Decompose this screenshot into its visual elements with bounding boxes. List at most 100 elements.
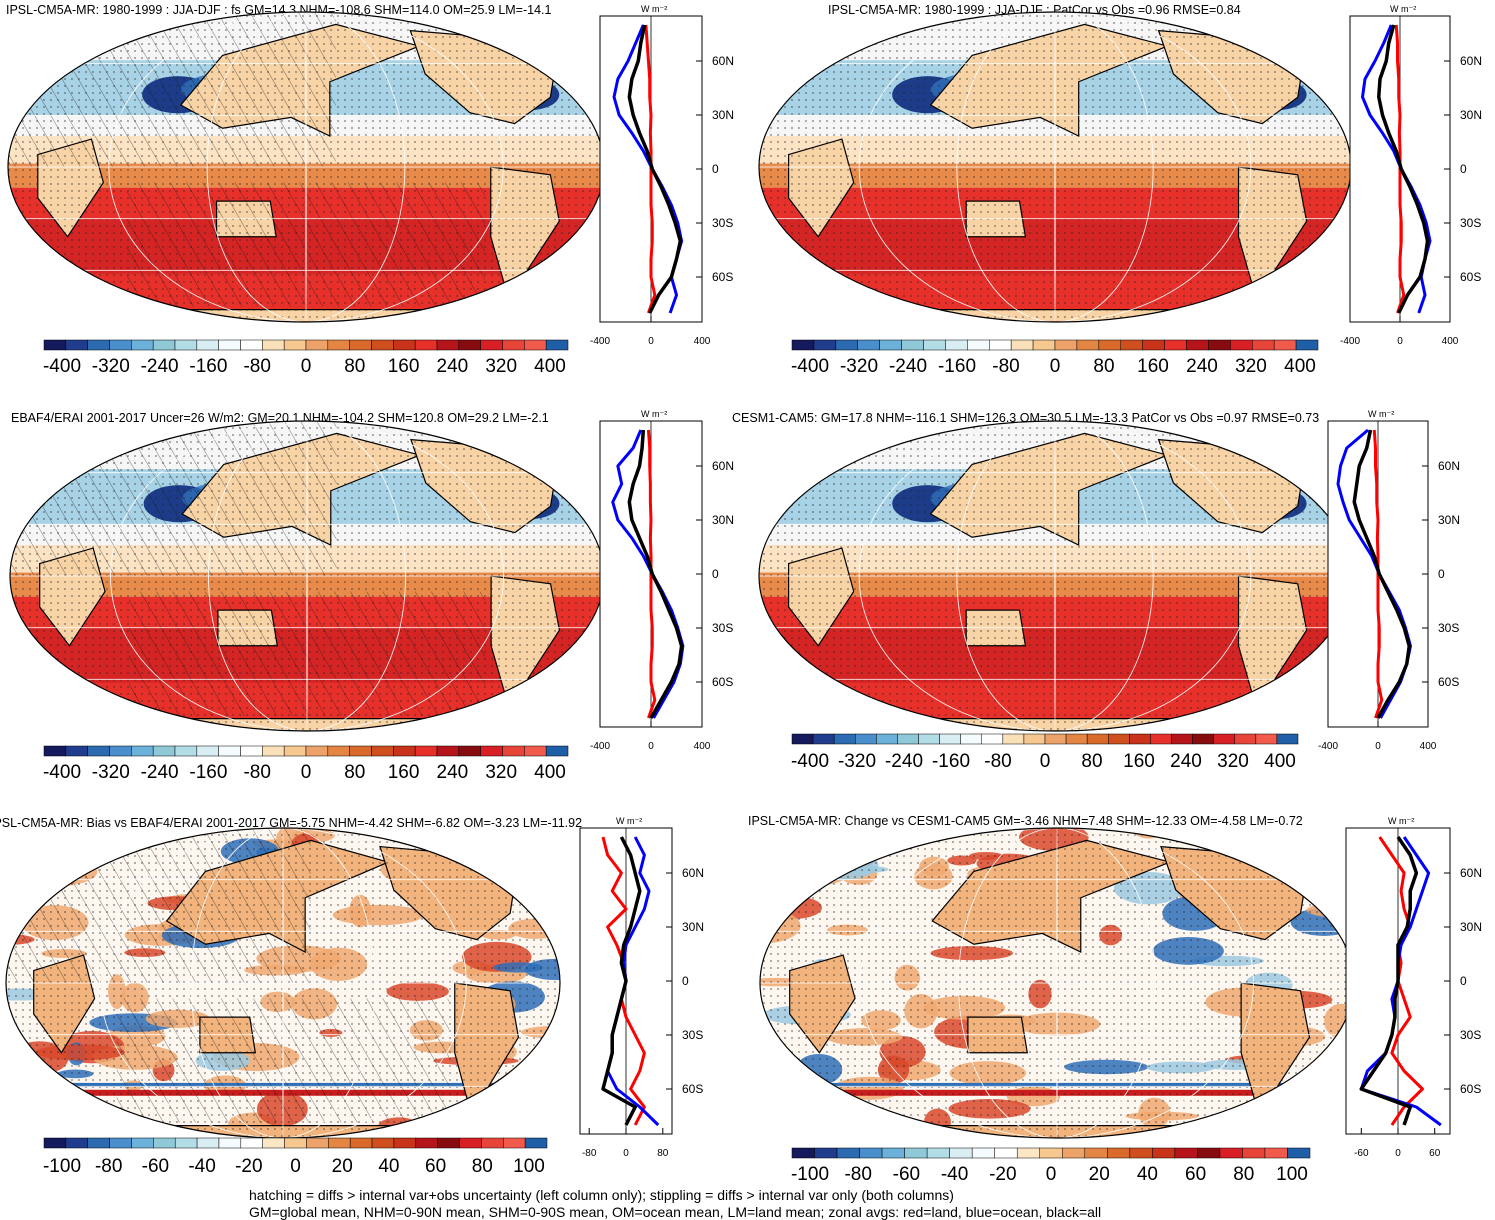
- colorbar-swatch: [109, 745, 132, 757]
- colorbar-swatch: [967, 339, 990, 351]
- lat-tick-label: 60S: [712, 675, 733, 689]
- colorbar-swatch: [502, 339, 525, 351]
- colorbar-swatch: [414, 745, 438, 757]
- colorbar-swatch: [262, 339, 285, 351]
- colorbar-swatch: [1171, 733, 1193, 745]
- colorbar-label: 400: [1284, 356, 1316, 377]
- graticule-lon: [99, 828, 467, 1138]
- colorbar-swatch: [901, 339, 924, 351]
- colorbar-swatch: [131, 339, 154, 351]
- map-field: [6, 828, 560, 1138]
- map-patch: [893, 828, 965, 837]
- colorbar-swatch: [174, 339, 198, 351]
- colorbar-label: -320: [838, 751, 876, 772]
- colorbar-swatch: [328, 1137, 351, 1149]
- colorbar-label: -80: [984, 751, 1011, 772]
- colorbar-swatch: [960, 733, 983, 745]
- colorbar-label: 400: [534, 356, 566, 377]
- colorbar-swatch: [1152, 1147, 1176, 1159]
- colorbar-label: -400: [43, 762, 81, 783]
- colorbar-swatch: [1032, 339, 1056, 351]
- colorbar-label: 240: [437, 356, 469, 377]
- colorbar-swatch: [1197, 1147, 1221, 1159]
- colorbar-swatch: [1044, 733, 1067, 745]
- colorbar-label: -80: [844, 1164, 871, 1185]
- colorbar-label: -100: [791, 1164, 829, 1185]
- colorbar-swatch: [835, 339, 859, 351]
- colorbar-swatch: [1076, 339, 1100, 351]
- colorbar-swatch: [349, 339, 372, 351]
- x-tick-label: 0: [1397, 336, 1403, 347]
- lat-tick-label: 0: [712, 162, 719, 176]
- colorbar-swatch: [152, 745, 176, 757]
- colorbar-label: -20: [235, 1156, 262, 1177]
- graticule-lon: [306, 421, 308, 731]
- colorbar-swatch: [1065, 733, 1088, 745]
- colorbar-swatch: [1107, 1147, 1131, 1159]
- colorbar-label: -60: [893, 1164, 920, 1185]
- lat-tick-label: 30N: [712, 513, 734, 527]
- colorbar-swatch: [43, 1137, 67, 1149]
- colorbar-swatch: [1242, 1147, 1266, 1159]
- graticule-lon: [956, 421, 1154, 731]
- x-tick-label: 0: [648, 336, 654, 347]
- colorbar-label: 160: [388, 356, 420, 377]
- x-tick-label: 80: [657, 1148, 669, 1159]
- colorbar-swatch: [436, 339, 460, 351]
- lat-tick-label: 60S: [712, 270, 733, 284]
- map-patch: [22, 829, 90, 856]
- colorbar-swatch: [813, 339, 837, 351]
- panel-graphic: 60N 30N 0 30S 60S -80 0 80 W m⁻² -100 -80 -60 -40 -20…: [5, 816, 704, 1177]
- colorbar-swatch: [306, 1137, 329, 1149]
- graticule-lon: [858, 12, 1252, 322]
- colorbar-swatch: [218, 1137, 242, 1149]
- colorbar-swatch: [994, 1147, 1018, 1159]
- graticule-lon: [305, 12, 307, 322]
- colorbar-swatch: [926, 1147, 950, 1159]
- x-tick-label: -400: [1318, 741, 1338, 752]
- colorbar-swatch: [283, 745, 307, 757]
- lat-tick-label: 60S: [1460, 270, 1481, 284]
- colorbar-label: -160: [932, 751, 970, 772]
- colorbar-swatch: [879, 339, 902, 351]
- lat-tick-label: 0: [712, 567, 719, 581]
- colorbar-swatch: [1120, 339, 1143, 351]
- colorbar-swatch: [174, 1137, 198, 1149]
- graticule-lon: [956, 12, 1154, 322]
- colorbar-label: 0: [290, 1156, 301, 1177]
- colorbar-label: 240: [1186, 356, 1218, 377]
- panel-title: IPSL-CM5A-MR: 1980-1999 : JJA-DJF : fs G…: [6, 3, 552, 17]
- panel-graphic: 60N 30N 0 30S 60S -400 0 400 W m⁻² -400 -320 -240 -1…: [9, 409, 734, 783]
- colorbar-swatch: [371, 1137, 395, 1149]
- colorbar-swatch: [109, 339, 132, 351]
- x-tick-label: 400: [694, 336, 711, 347]
- x-tick-label: 400: [694, 741, 711, 752]
- unit-label: W m⁻²: [641, 409, 667, 419]
- colorbar-label: -80: [243, 356, 270, 377]
- profile-series-all: [1377, 24, 1430, 314]
- map-patch: [1201, 1125, 1254, 1138]
- map-patch: [807, 1124, 886, 1135]
- colorbar-swatch: [971, 1147, 995, 1159]
- colorbar-swatch: [65, 339, 88, 351]
- colorbar-label: 20: [332, 1156, 353, 1177]
- colorbar-label: 20: [1089, 1164, 1110, 1185]
- colorbar-label: -400: [791, 751, 829, 772]
- colorbar-swatch: [305, 339, 329, 351]
- colorbar-swatch: [1002, 733, 1025, 745]
- panel-title: EBAF4/ERAI 2001-2017 Uncer=26 W/m2: GM=2…: [11, 411, 549, 425]
- lat-tick-label: 60N: [1460, 866, 1482, 880]
- colorbar-swatch: [524, 339, 547, 351]
- colorbar-swatch: [349, 1137, 373, 1149]
- x-tick-label: 0: [1395, 1148, 1401, 1159]
- colorbar-swatch: [814, 1147, 838, 1159]
- colorbar-swatch: [196, 1137, 220, 1149]
- x-tick-label: 60: [1429, 1148, 1441, 1159]
- panel-title: IPSL-CM5A-MR: 1980-1999 : JJA-DJF : PatC…: [828, 3, 1241, 17]
- graticule-lon: [110, 421, 504, 731]
- lat-tick-label: 60S: [1460, 1082, 1481, 1096]
- graticule-lon: [860, 828, 1254, 1138]
- colorbar-swatch: [1129, 733, 1151, 745]
- colorbar-swatch: [131, 1137, 154, 1149]
- graticule-lon: [858, 421, 1252, 731]
